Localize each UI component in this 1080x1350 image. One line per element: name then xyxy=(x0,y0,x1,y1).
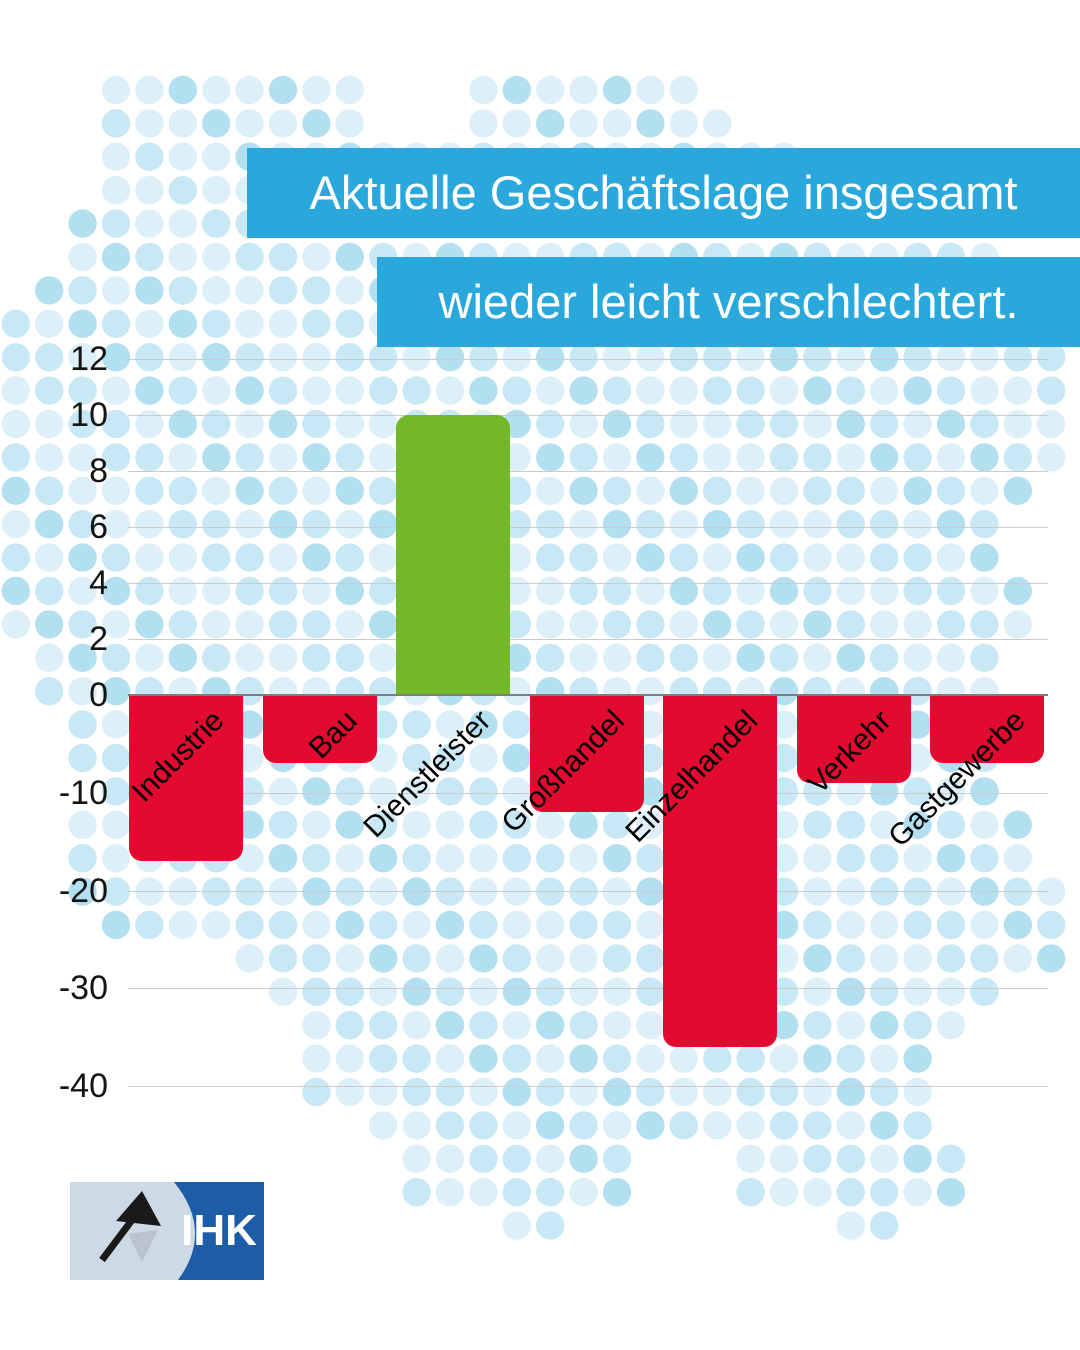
ihk-logo-graphic: IHK xyxy=(70,1182,264,1280)
bar-bau xyxy=(262,695,377,764)
bar-einzelhandel xyxy=(663,695,777,1048)
y-gridline--40 xyxy=(128,1086,1048,1088)
flag-pole-icon xyxy=(99,1217,135,1263)
y-tick-label-0: 0 xyxy=(89,676,108,714)
y-gridline-8 xyxy=(128,471,1048,472)
bar-dienstleister xyxy=(396,415,510,695)
ihk-logo: IHK xyxy=(70,1182,264,1280)
flag-icon xyxy=(116,1191,161,1226)
bar-grosshandel xyxy=(529,695,644,813)
bar-gastgewerbe xyxy=(930,695,1044,764)
title-text-line-1: Aktuelle Geschäftslage insgesamt xyxy=(309,166,1018,219)
bar-industrie xyxy=(129,695,243,862)
logo-blue-panel xyxy=(174,1182,264,1280)
flag-shadow-icon xyxy=(128,1230,158,1262)
y-tick-label--20: -20 xyxy=(58,871,108,910)
y-tick-label-6: 6 xyxy=(89,508,108,546)
y-gridline-12 xyxy=(128,359,1048,360)
y-tick-label-10: 10 xyxy=(70,396,108,434)
y-gridline-6 xyxy=(128,527,1048,528)
y-gridline--30 xyxy=(128,988,1048,990)
title-banner-line-2: wieder leicht verschlechtert. xyxy=(377,257,1080,347)
y-tick-label--30: -30 xyxy=(58,969,108,1008)
logo-text: IHK xyxy=(181,1206,257,1255)
y-gridline-2 xyxy=(128,639,1048,640)
title-banner-line-1: Aktuelle Geschäftslage insgesamt xyxy=(247,148,1080,238)
y-gridline-4 xyxy=(128,583,1048,584)
zero-axis-line xyxy=(128,694,1048,696)
y-tick-label-8: 8 xyxy=(89,452,108,490)
y-tick-label-12: 12 xyxy=(70,340,108,378)
bar-verkehr xyxy=(796,695,911,784)
y-tick-label--40: -40 xyxy=(58,1067,108,1106)
y-tick-label-4: 4 xyxy=(89,564,108,602)
y-gridline-10 xyxy=(128,415,1048,416)
y-tick-label-2: 2 xyxy=(89,620,108,658)
y-gridline--20 xyxy=(128,890,1048,892)
y-tick-label--10: -10 xyxy=(58,773,108,812)
title-text-line-2: wieder leicht verschlechtert. xyxy=(438,275,1019,328)
